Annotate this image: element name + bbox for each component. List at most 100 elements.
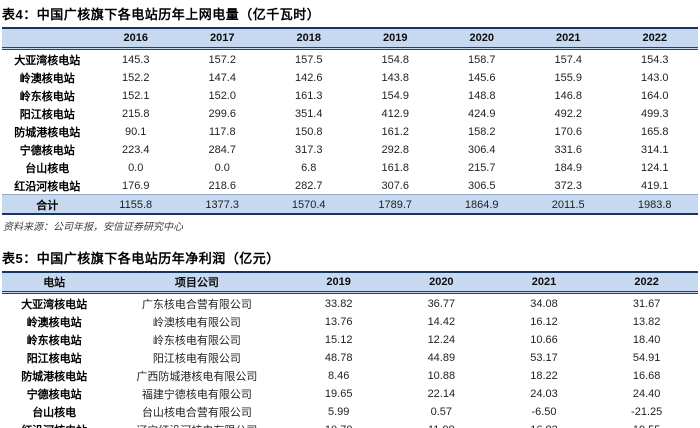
company-name-cell: 岭澳核电有限公司 xyxy=(152,316,241,329)
value-cell: 215.8 xyxy=(121,107,150,120)
table-row: 岭澳核电站 岭澳核电有限公司 13.76 14.42 16.12 13.82 xyxy=(2,312,698,330)
table4: 2016 2017 2018 2019 2020 2021 2022 大亚湾核电… xyxy=(2,27,698,215)
station-name-cell: 岭澳核电站 xyxy=(19,72,75,85)
station-name-cell: 宁德核电站 xyxy=(19,144,75,157)
value-cell: 12.24 xyxy=(427,333,456,346)
station-name-cell: 红沿河核电站 xyxy=(14,180,81,193)
value-cell: 158.7 xyxy=(467,53,496,66)
value-cell: 215.7 xyxy=(467,161,496,174)
value-cell: 157.2 xyxy=(208,53,236,66)
value-cell: 499.3 xyxy=(640,107,669,120)
value-cell: 147.4 xyxy=(208,71,236,84)
station-name-cell: 阳江核电站 xyxy=(19,108,75,121)
value-cell: 284.7 xyxy=(208,143,236,156)
table-row: 阳江核电站 215.8 299.6 351.4 412.9 424.9 492.… xyxy=(2,104,698,122)
total-value-cell: 1864.9 xyxy=(438,194,525,215)
column-header-year: 2018 xyxy=(265,27,352,50)
table-row: 防城港核电站 90.1 117.8 150.8 161.2 158.2 170.… xyxy=(2,122,698,140)
value-cell: 8.46 xyxy=(327,369,350,382)
value-cell: 10.88 xyxy=(427,369,456,382)
company-name-cell: 福建宁德核电有限公司 xyxy=(141,388,252,401)
value-cell: 6.8 xyxy=(301,161,317,174)
value-cell: 54.91 xyxy=(632,351,661,364)
value-cell: 0.57 xyxy=(430,405,453,418)
value-cell: 161.3 xyxy=(294,89,323,102)
value-cell: 161.2 xyxy=(381,125,409,138)
value-cell: 13.76 xyxy=(324,315,353,328)
table-row: 大亚湾核电站 145.3 157.2 157.5 154.8 158.7 157… xyxy=(2,49,698,69)
value-cell: 331.6 xyxy=(554,143,582,156)
value-cell: 154.8 xyxy=(381,53,409,66)
value-cell: 124.1 xyxy=(640,161,669,174)
value-cell: 44.89 xyxy=(427,351,456,364)
company-name-cell: 阳江核电有限公司 xyxy=(152,352,241,365)
value-cell: 14.42 xyxy=(427,315,456,328)
value-cell: -6.50 xyxy=(531,405,557,418)
value-cell: 419.1 xyxy=(640,179,669,192)
value-cell: 19.65 xyxy=(324,387,353,400)
column-header-year: 2017 xyxy=(178,27,266,50)
value-cell: 165.8 xyxy=(640,125,669,138)
station-name-cell: 岭东核电站 xyxy=(19,90,75,103)
table-row: 红沿河核电站 辽宁红沿河核电有限公司 10.70 11.98 16.83 19.… xyxy=(2,420,698,428)
column-header-company: 项目公司 xyxy=(106,271,288,294)
value-cell: 155.9 xyxy=(554,71,582,84)
station-name-cell: 岭澳核电站 xyxy=(26,316,82,329)
value-cell: 154.9 xyxy=(381,89,409,102)
column-header-year: 2016 xyxy=(92,27,179,50)
value-cell: 19.55 xyxy=(595,420,698,428)
value-cell: 34.08 xyxy=(530,297,558,310)
value-cell: 22.14 xyxy=(427,387,456,400)
total-value-cell: 2011.5 xyxy=(524,194,612,215)
value-cell: 317.3 xyxy=(294,143,323,156)
value-cell: 143.0 xyxy=(640,71,669,84)
value-cell: 351.4 xyxy=(294,107,323,120)
value-cell: 0.0 xyxy=(214,161,230,174)
company-name-cell: 岭东核电有限公司 xyxy=(152,334,241,347)
company-name-cell: 广东核电合营有限公司 xyxy=(141,298,252,311)
value-cell: 150.8 xyxy=(294,125,323,138)
value-cell: 223.4 xyxy=(121,143,150,156)
value-cell: 146.8 xyxy=(554,89,582,102)
table-row: 宁德核电站 223.4 284.7 317.3 292.8 306.4 331.… xyxy=(2,140,698,158)
company-name-cell: 广西防城港核电有限公司 xyxy=(136,370,258,383)
station-name-cell: 台山核电 xyxy=(25,162,70,175)
value-cell: 292.8 xyxy=(381,143,409,156)
total-label-cell: 合计 xyxy=(2,194,93,215)
company-name-cell: 辽宁红沿河核电有限公司 xyxy=(106,420,288,428)
table5-header-row: 电站 项目公司 2019 2020 2021 2022 xyxy=(2,271,698,294)
station-name-cell: 台山核电 xyxy=(32,406,77,419)
table-row: 大亚湾核电站 广东核电合营有限公司 33.82 36.77 34.08 31.6… xyxy=(2,293,698,313)
value-cell: 306.5 xyxy=(467,179,496,192)
value-cell: 11.98 xyxy=(390,420,493,428)
value-cell: 314.1 xyxy=(640,143,669,156)
station-name-cell: 阳江核电站 xyxy=(26,352,82,365)
value-cell: 16.83 xyxy=(492,420,596,428)
value-cell: 164.0 xyxy=(640,89,669,102)
station-name-cell: 宁德核电站 xyxy=(26,388,82,401)
table-row: 台山核电 0.0 0.0 6.8 161.8 215.7 184.9 124.1 xyxy=(2,158,698,176)
station-name-cell: 防城港核电站 xyxy=(14,126,81,139)
total-value-cell: 1983.8 xyxy=(611,194,698,215)
value-cell: 31.67 xyxy=(632,297,661,310)
table-row: 岭澳核电站 152.2 147.4 142.6 143.8 145.6 155.… xyxy=(2,68,698,86)
value-cell: 161.8 xyxy=(381,161,409,174)
table5: 电站 项目公司 2019 2020 2021 2022 大亚湾核电站 广东核电合… xyxy=(2,271,698,428)
value-cell: -21.25 xyxy=(631,405,663,418)
table-row: 岭东核电站 岭东核电有限公司 15.12 12.24 10.66 18.40 xyxy=(2,330,698,348)
value-cell: 372.3 xyxy=(554,179,582,192)
value-cell: 10.66 xyxy=(530,333,558,346)
total-value-cell: 1155.8 xyxy=(92,194,179,215)
total-value-cell: 1570.4 xyxy=(265,194,352,215)
value-cell: 154.3 xyxy=(640,53,669,66)
value-cell: 145.6 xyxy=(467,71,496,84)
station-name-cell: 岭东核电站 xyxy=(26,334,82,347)
value-cell: 307.6 xyxy=(381,179,409,192)
column-header-year: 2020 xyxy=(438,27,525,50)
total-row: 合计 1155.8 1377.3 1570.4 1789.7 1864.9 20… xyxy=(2,194,698,215)
table-row: 宁德核电站 福建宁德核电有限公司 19.65 22.14 24.03 24.40 xyxy=(2,384,698,402)
column-header-year: 2022 xyxy=(595,271,698,294)
value-cell: 299.6 xyxy=(208,107,236,120)
value-cell: 176.9 xyxy=(121,179,150,192)
